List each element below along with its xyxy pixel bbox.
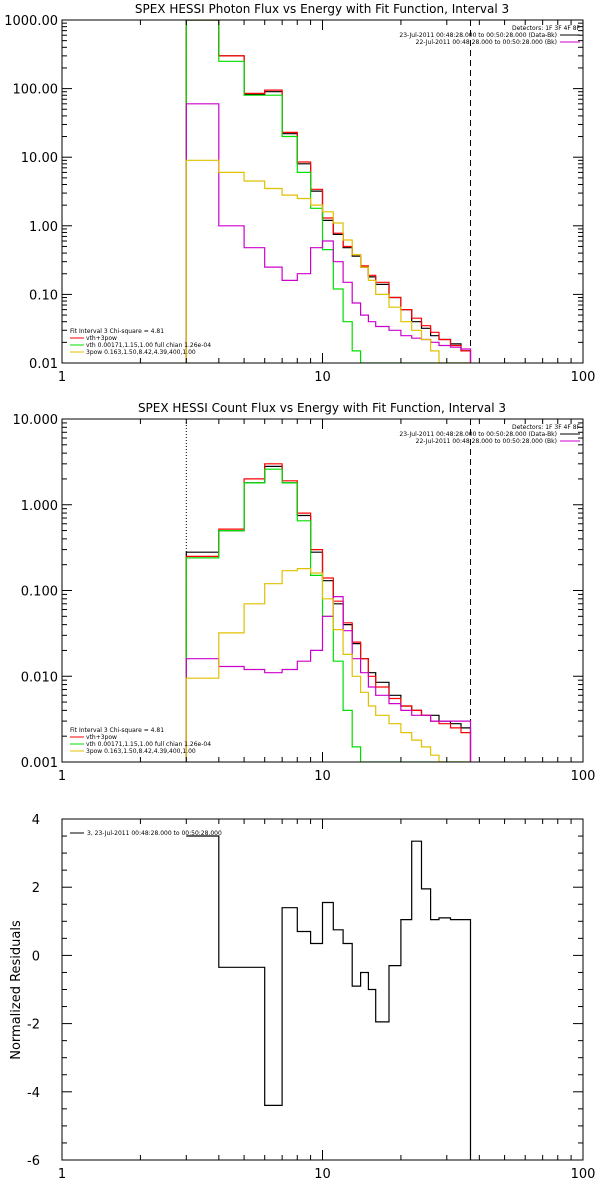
series-line	[185, 20, 472, 363]
y-tick-label: -4	[27, 1086, 40, 1101]
chart-title: SPEX HESSI Photon Flux vs Energy with Fi…	[135, 2, 509, 16]
y-tick-label: 1.000	[21, 499, 58, 514]
legend-entry: 23-Jul-2011 00:48:28.000 to 00:50:28.000…	[399, 431, 557, 438]
x-tick-label: 1	[58, 769, 66, 784]
y-tick-label: 0.10	[29, 288, 58, 303]
y-tick-label: 10.00	[21, 151, 58, 166]
chart-title: SPEX HESSI Count Flux vs Energy with Fit…	[138, 401, 506, 415]
legend-entry: 22-Jul-2011 00:48:28.000 to 00:50:28.000…	[416, 39, 557, 46]
y-tick-label: 4	[32, 813, 40, 828]
legend-header: Fit Interval 3 Chi-square = 4.81	[70, 328, 164, 335]
legend-entry: 3pow 0.163,1.50,8.42,4.39,400,1.00	[86, 748, 196, 755]
legend-entry: 3, 23-Jul-2011 00:48:28.000 to 00:50:28.…	[87, 830, 222, 837]
x-tick-label: 1	[58, 370, 66, 385]
y-tick-label: 10.000	[13, 413, 59, 428]
y-tick-label: 0.001	[21, 756, 58, 771]
legend-header: Detectors: 1F 3F 4F 8F	[512, 25, 581, 32]
x-tick-label: 1	[58, 1167, 66, 1182]
x-tick-label: 100	[571, 370, 596, 385]
x-tick-label: 10	[314, 1167, 331, 1182]
y-tick-label: 0	[32, 949, 40, 964]
series-line	[185, 465, 472, 762]
legend-bottom: Fit Interval 3 Chi-square = 4.81 vth+3po…	[70, 727, 211, 755]
series-line	[185, 568, 472, 762]
y-tick-label: 100.00	[13, 83, 59, 98]
legend-entry: vth 0.00171,1.15,1.00 full chian 1.26e-0…	[86, 741, 211, 748]
series-line	[185, 103, 472, 363]
series-line	[186, 835, 472, 1160]
legend: 3, 23-Jul-2011 00:48:28.000 to 00:50:28.…	[70, 830, 222, 837]
y-tick-label: -2	[27, 1018, 40, 1033]
legend-top: Detectors: 1F 3F 4F 8F 23-Jul-2011 00:48…	[399, 25, 580, 46]
legend-header: Detectors: 1F 3F 4F 8F	[512, 424, 581, 431]
legend-bottom: Fit Interval 3 Chi-square = 4.81 vth+3po…	[70, 328, 211, 356]
x-tick-label: 100	[571, 769, 596, 784]
legend-top: Detectors: 1F 3F 4F 8F 23-Jul-2011 00:48…	[399, 424, 580, 445]
y-tick-label: 0.010	[21, 670, 58, 685]
series-line	[185, 20, 472, 363]
y-tick-label: 0.100	[21, 585, 58, 600]
legend-entry: vth 0.00171,1.15,1.00 full chian 1.26e-0…	[86, 342, 211, 349]
plot-frame	[61, 818, 584, 1161]
y-tick-label: -6	[27, 1154, 40, 1169]
x-tick-label: 100	[571, 1167, 596, 1182]
series-line	[185, 463, 472, 762]
legend-entry: vth+3pow	[86, 734, 117, 741]
y-tick-label: 0.01	[29, 357, 58, 372]
count-flux-panel: SPEX HESSI Count Flux vs Energy with Fit…	[13, 401, 596, 784]
y-tick-label: 2	[32, 881, 40, 896]
series-line	[185, 468, 472, 762]
residuals-panel: 1 10 100 4 2 0 -2 -4 -6 Normalized Residuals 3, …	[9, 813, 595, 1182]
legend-header: Fit Interval 3 Chi-square = 4.81	[70, 727, 164, 734]
legend-entry: 3pow 0.163,1.50,8.42,4.39,400,1.00	[86, 349, 196, 356]
photon-flux-panel: SPEX HESSI Photon Flux vs Energy with Fi…	[4, 2, 595, 385]
legend-entry: 23-Jul-2011 00:48:28.000 to 00:50:28.000…	[399, 32, 557, 39]
x-tick-label: 10	[314, 370, 331, 385]
legend-entry: 22-Jul-2011 00:48:28.000 to 00:50:28.000…	[416, 438, 557, 445]
legend-entry: vth+3pow	[86, 335, 117, 342]
y-axis-label: Normalized Residuals	[9, 920, 24, 1060]
y-tick-label: 1.00	[29, 220, 58, 235]
y-tick-label: 1000.00	[4, 14, 58, 29]
series-line	[185, 20, 472, 363]
series-line	[185, 596, 472, 762]
x-tick-label: 10	[314, 769, 331, 784]
series-line	[185, 159, 472, 363]
